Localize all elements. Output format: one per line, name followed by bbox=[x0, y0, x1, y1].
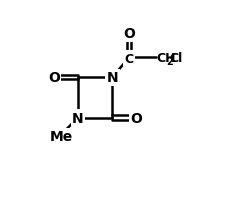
Text: Me: Me bbox=[50, 129, 72, 143]
Text: O: O bbox=[123, 27, 135, 41]
Text: CH: CH bbox=[156, 51, 175, 64]
Text: O: O bbox=[130, 111, 141, 125]
Text: N: N bbox=[72, 111, 84, 125]
Text: N: N bbox=[106, 71, 118, 85]
Text: C: C bbox=[124, 52, 133, 65]
Text: 2: 2 bbox=[166, 57, 172, 67]
Text: Cl: Cl bbox=[169, 51, 182, 64]
Text: O: O bbox=[48, 71, 60, 85]
